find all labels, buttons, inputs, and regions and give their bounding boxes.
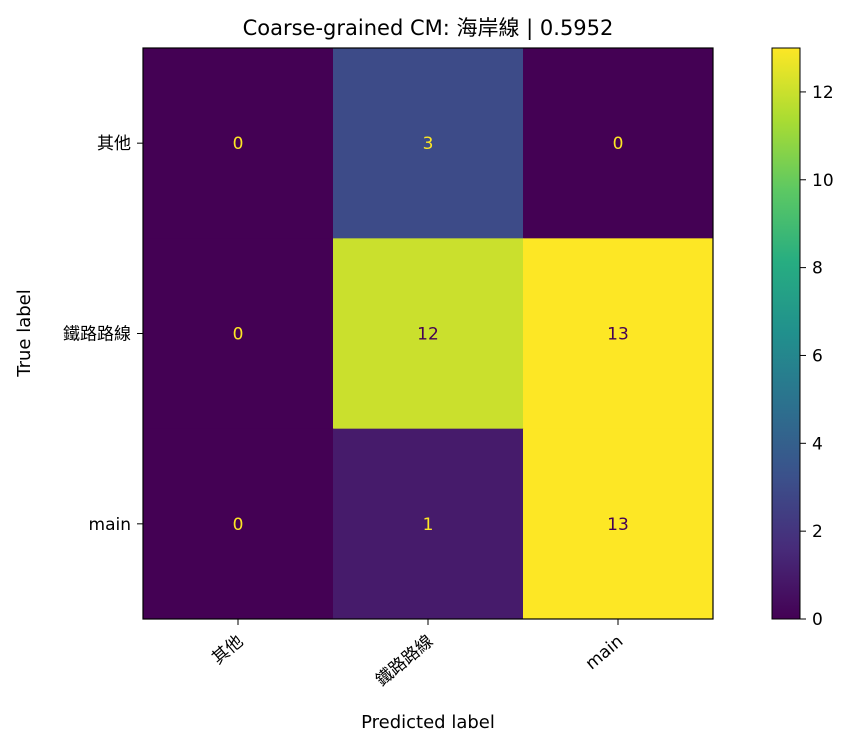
colorbar-tick-label: 4 bbox=[812, 434, 823, 454]
heatmap-cell-value: 12 bbox=[417, 325, 439, 345]
heatmap-cell-value: 13 bbox=[607, 515, 629, 535]
x-axis-label: Predicted label bbox=[361, 712, 495, 733]
colorbar-tick-label: 0 bbox=[812, 610, 823, 630]
heatmap-cell bbox=[523, 48, 714, 239]
colorbar bbox=[771, 47, 801, 620]
chart-title: Coarse-grained CM: 海岸線 | 0.5952 bbox=[243, 16, 614, 41]
colorbar-tick-label: 12 bbox=[812, 83, 834, 103]
heatmap-cell-value: 13 bbox=[607, 325, 629, 345]
heatmap-cell bbox=[143, 238, 334, 430]
heatmap-cell-value: 0 bbox=[233, 325, 244, 345]
colorbar-ticks: 0 2 4 6 8 10 12 bbox=[800, 83, 834, 630]
x-tick-label: main bbox=[582, 632, 627, 675]
heatmap-cell bbox=[523, 428, 714, 620]
colorbar-tick-label: 2 bbox=[812, 522, 823, 542]
heatmap-cell bbox=[333, 238, 524, 430]
colorbar-tick-label: 6 bbox=[812, 346, 823, 366]
y-tick-label: 鐵路路線 bbox=[63, 325, 131, 345]
y-axis-label: True label bbox=[14, 289, 35, 378]
heatmap-cell-labels: 0 3 0 0 12 13 0 1 13 bbox=[233, 134, 629, 535]
heatmap-cell-value: 0 bbox=[233, 134, 244, 154]
heatmap-cell bbox=[523, 238, 714, 430]
heatmap-cell-value: 0 bbox=[233, 515, 244, 535]
heatmap-cell bbox=[333, 48, 524, 239]
colorbar-tick-label: 8 bbox=[812, 259, 823, 279]
y-tick-label: 其他 bbox=[97, 134, 131, 154]
y-tick-label: main bbox=[89, 515, 131, 535]
heatmap-cell bbox=[143, 428, 334, 620]
heatmap-cell-value: 0 bbox=[613, 134, 624, 154]
heatmap-cell bbox=[143, 48, 334, 239]
heatmap-cell bbox=[333, 428, 524, 620]
colorbar-tick-label: 10 bbox=[812, 171, 834, 191]
heatmap-cell-value: 3 bbox=[423, 134, 434, 154]
heatmap-cell-value: 1 bbox=[423, 515, 434, 535]
x-axis-ticks: 其他 鐵路路線 main bbox=[208, 619, 627, 691]
heatmap-cells bbox=[143, 48, 714, 620]
x-tick-label: 其他 bbox=[208, 632, 247, 669]
x-tick-label: 鐵路路線 bbox=[372, 632, 437, 691]
